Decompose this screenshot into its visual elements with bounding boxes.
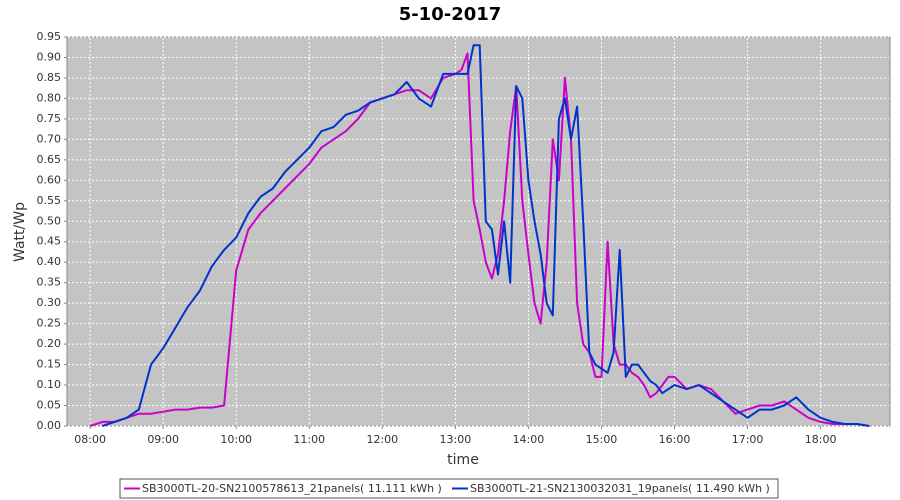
x-tick-label: 08:00 <box>74 433 106 446</box>
y-tick-label: 0.90 <box>37 50 62 63</box>
y-tick-label: 0.30 <box>37 296 62 309</box>
x-tick-label: 09:00 <box>147 433 179 446</box>
x-tick-label: 14:00 <box>513 433 545 446</box>
x-tick-label: 18:00 <box>805 433 837 446</box>
x-tick-label: 15:00 <box>586 433 618 446</box>
x-axis-label: time <box>447 452 479 468</box>
y-tick-label: 0.10 <box>37 378 62 391</box>
y-axis-label: Watt/Wp <box>12 202 28 262</box>
legend <box>119 478 779 499</box>
y-tick-label: 0.65 <box>37 153 62 166</box>
x-tick-label: 10:00 <box>220 433 252 446</box>
y-tick-label: 0.80 <box>37 91 62 104</box>
series-line <box>89 52 870 427</box>
x-tick-label: 16:00 <box>659 433 691 446</box>
y-tick-label: 0.45 <box>37 235 62 248</box>
y-tick-label: 0.60 <box>37 173 62 186</box>
y-tick-label: 0.70 <box>37 132 62 145</box>
y-tick-label: 0.20 <box>37 337 62 350</box>
legend-label: SB3000TL-21-SN2130032031_19panels( 11.49… <box>470 482 770 495</box>
y-tick-label: 0.95 <box>37 30 62 43</box>
y-tick-label: 0.35 <box>37 276 62 289</box>
x-tick-label: 11:00 <box>293 433 325 446</box>
y-tick-label: 0.05 <box>37 399 62 412</box>
y-tick-label: 0.55 <box>37 194 62 207</box>
y-tick-label: 0.75 <box>37 112 62 125</box>
y-tick-label: 0.40 <box>37 255 62 268</box>
y-tick-label: 0.15 <box>37 358 62 371</box>
y-tick-label: 0.50 <box>37 214 62 227</box>
y-tick-label: 0.85 <box>37 71 62 84</box>
chart-title: 5-10-2017 <box>399 4 502 25</box>
x-tick-label: 12:00 <box>366 433 398 446</box>
plot-area <box>66 36 891 427</box>
legend-label: SB3000TL-20-SN2100578613_21panels( 11.11… <box>142 482 442 495</box>
x-tick-label: 17:00 <box>732 433 764 446</box>
series-line <box>101 44 870 427</box>
x-tick-label: 13:00 <box>440 433 472 446</box>
y-tick-label: 0.00 <box>37 419 62 432</box>
y-tick-label: 0.25 <box>37 317 62 330</box>
